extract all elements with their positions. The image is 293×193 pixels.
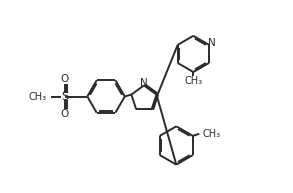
Text: CH₃: CH₃ bbox=[184, 76, 202, 86]
Text: O: O bbox=[60, 74, 69, 84]
Text: O: O bbox=[60, 109, 69, 119]
Text: S: S bbox=[61, 90, 68, 103]
Text: CH₃: CH₃ bbox=[29, 91, 47, 102]
Text: N: N bbox=[140, 78, 148, 88]
Text: CH₃: CH₃ bbox=[203, 129, 221, 139]
Text: N: N bbox=[208, 38, 215, 48]
